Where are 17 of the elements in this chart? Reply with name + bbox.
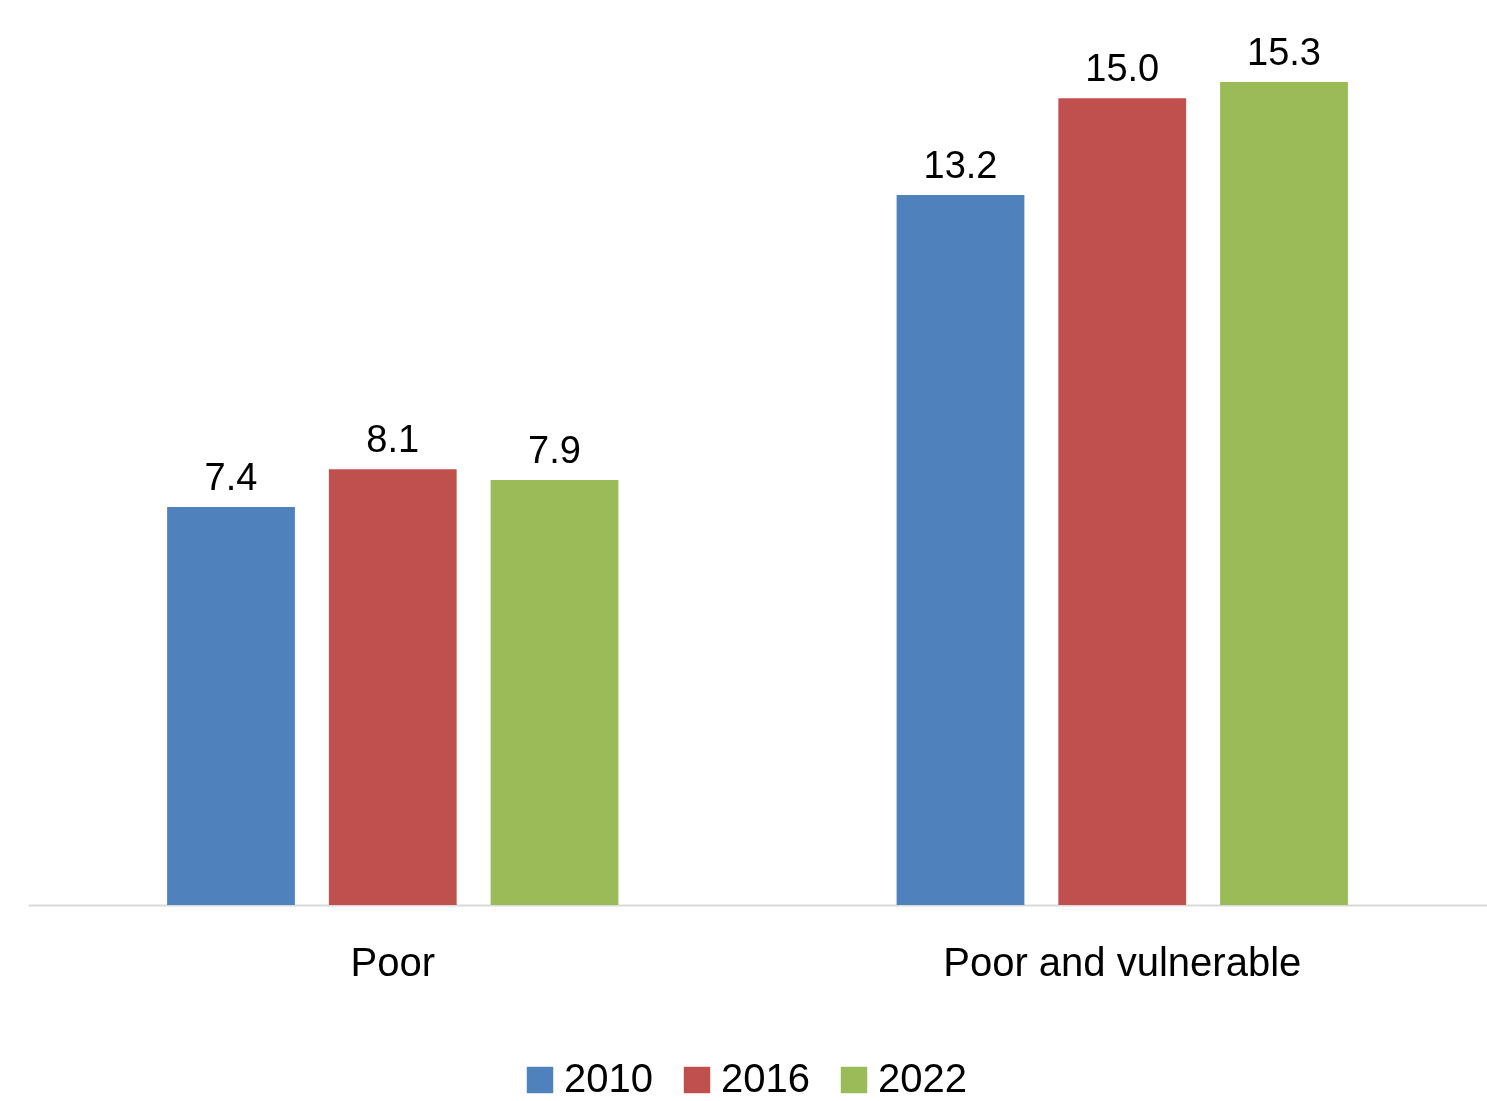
bar [328, 469, 457, 905]
x-tick-label: Poor and vulnerable [943, 939, 1302, 984]
bar [896, 194, 1025, 905]
bar [1220, 82, 1348, 905]
data-label: 15.0 [1085, 47, 1160, 90]
x-tick-label: Poor [350, 939, 435, 984]
legend-label: 2016 [721, 1056, 810, 1100]
legend-label: 2010 [564, 1056, 653, 1100]
data-label: 7.9 [528, 429, 581, 472]
bar [490, 480, 619, 905]
bar [167, 506, 295, 905]
legend-label: 2022 [878, 1056, 967, 1100]
data-label: 13.2 [923, 143, 998, 186]
data-label: 15.3 [1247, 31, 1321, 73]
bar [1058, 98, 1187, 905]
data-label: 7.4 [204, 455, 258, 498]
data-label: 8.1 [366, 418, 420, 461]
